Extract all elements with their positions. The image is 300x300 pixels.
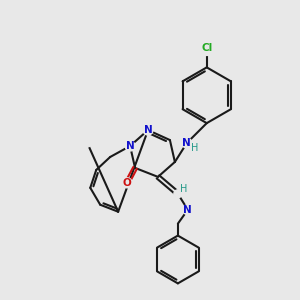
Text: H: H: [180, 184, 188, 194]
Circle shape: [200, 41, 214, 56]
Circle shape: [83, 139, 91, 147]
Circle shape: [183, 205, 193, 215]
Text: N: N: [182, 138, 191, 148]
Text: N: N: [183, 205, 192, 215]
Circle shape: [174, 190, 182, 198]
Circle shape: [143, 125, 153, 135]
Circle shape: [125, 141, 135, 151]
Text: N: N: [144, 125, 152, 135]
Text: O: O: [123, 178, 131, 188]
Text: Cl: Cl: [201, 44, 212, 53]
Text: H: H: [191, 143, 199, 153]
Circle shape: [182, 138, 192, 148]
Circle shape: [122, 178, 132, 188]
Text: N: N: [126, 141, 134, 151]
